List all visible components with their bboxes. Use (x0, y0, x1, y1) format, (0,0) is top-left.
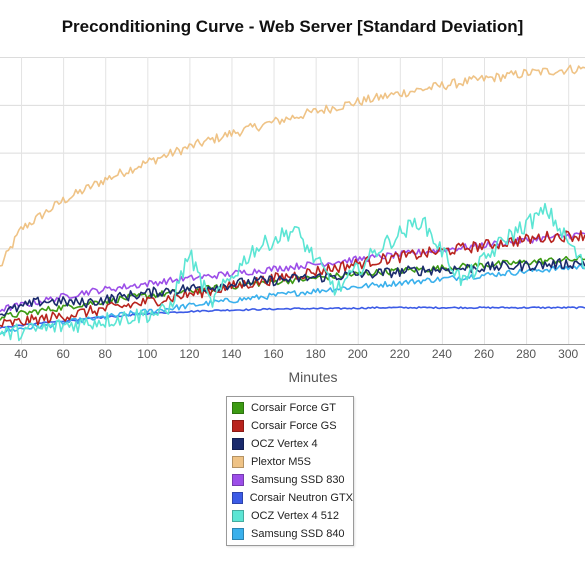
x-tick-label-140: 140 (221, 347, 241, 361)
legend-item[interactable]: Samsung SSD 830 (227, 471, 353, 489)
legend-swatch (232, 456, 244, 468)
legend-swatch (232, 420, 244, 432)
x-tick-label-40: 40 (14, 347, 28, 361)
x-tick-label-60: 60 (56, 347, 70, 361)
legend-swatch (232, 492, 243, 504)
legend-item[interactable]: OCZ Vertex 4 512 (227, 507, 353, 525)
legend-label: Corsair Neutron GTX (249, 492, 353, 504)
series-line-corsair-neutron-gtx (0, 306, 585, 329)
legend-label: Samsung SSD 840 (251, 528, 345, 540)
legend-label: OCZ Vertex 4 512 (251, 510, 340, 522)
series-lines (0, 64, 585, 342)
x-tick-label-280: 280 (516, 347, 536, 361)
x-tick-label-220: 220 (390, 347, 410, 361)
series-line-ocz-vertex-4 (0, 257, 585, 317)
legend-item[interactable]: Samsung SSD 840 (227, 525, 353, 543)
x-tick-label-100: 100 (137, 347, 157, 361)
series-line-samsung-ssd-840 (0, 263, 585, 335)
x-tick-label-200: 200 (348, 347, 368, 361)
series-line-corsair-force-gt (0, 255, 585, 321)
chart-title: Preconditioning Curve - Web Server [Stan… (61, 17, 524, 36)
legend-item[interactable]: Corsair Force GS (227, 417, 353, 435)
legend-swatch (232, 474, 244, 486)
tick-labels: 40 60 80 100 120 140 160 180 200 220 240 260 280 300 (14, 347, 578, 361)
x-tick-label-300: 300 (558, 347, 578, 361)
series-line-corsair-force-gs (0, 230, 585, 328)
legend-item[interactable]: Corsair Force GT (227, 399, 353, 417)
legend-label: Corsair Force GT (251, 402, 336, 414)
legend-label: OCZ Vertex 4 (251, 438, 318, 450)
x-tick-label-260: 260 (474, 347, 494, 361)
legend-item[interactable]: OCZ Vertex 4 (227, 435, 353, 453)
legend-swatch (232, 402, 244, 414)
legend-label: Plextor M5S (251, 456, 311, 468)
x-tick-label-160: 160 (264, 347, 284, 361)
legend-label: Corsair Force GS (251, 420, 337, 432)
legend-label: Samsung SSD 830 (251, 474, 345, 486)
x-tick-label-80: 80 (99, 347, 113, 361)
x-tick-label-180: 180 (306, 347, 326, 361)
x-tick-label-120: 120 (179, 347, 199, 361)
legend-item[interactable]: Plextor M5S (227, 453, 353, 471)
legend-swatch (232, 438, 244, 450)
legend-swatch (232, 528, 244, 540)
series-line-plextor-m5s (0, 64, 585, 267)
series-line-samsung-ssd-830 (0, 232, 585, 313)
x-tick-label-240: 240 (432, 347, 452, 361)
series-line-ocz-vertex-4-512 (0, 202, 585, 342)
x-axis-title: Minutes (288, 369, 337, 385)
legend-item[interactable]: Corsair Neutron GTX (227, 489, 353, 507)
legend-swatch (232, 510, 244, 522)
legend: Corsair Force GT Corsair Force GS OCZ Vert… (226, 396, 354, 546)
